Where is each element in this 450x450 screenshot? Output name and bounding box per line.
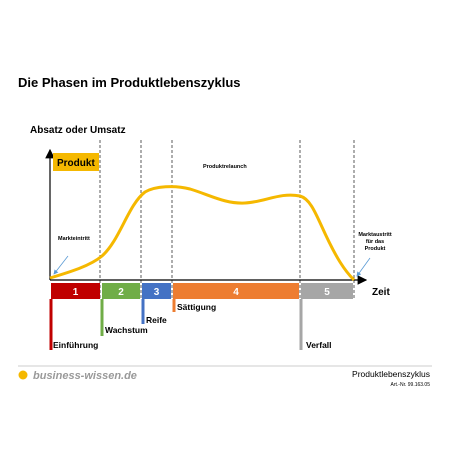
phase-box bbox=[301, 283, 353, 299]
curve-label-box bbox=[53, 153, 99, 171]
phase-stem bbox=[49, 299, 53, 350]
life-cycle-curve bbox=[49, 185, 356, 282]
y-axis-label: Absatz oder Umsatz bbox=[30, 125, 126, 136]
phase-name: Wachstum bbox=[105, 325, 148, 335]
annotation: Produkt bbox=[365, 246, 386, 252]
phase-number: 4 bbox=[233, 287, 239, 298]
phase-name: Verfall bbox=[306, 340, 332, 350]
phase-box bbox=[102, 283, 140, 299]
footer-article: Art.-Nr. 99.163.05 bbox=[391, 382, 431, 388]
phase-stem bbox=[172, 299, 176, 312]
annotation-arrow bbox=[53, 255, 69, 275]
annotation: für das bbox=[366, 239, 384, 245]
phase-stem bbox=[100, 299, 104, 336]
phase-name: Reife bbox=[146, 315, 167, 325]
phase-box bbox=[173, 283, 299, 299]
brand-dot bbox=[18, 370, 28, 380]
phase-stem bbox=[299, 299, 303, 350]
phase-number: 5 bbox=[324, 287, 330, 298]
phase-dividers bbox=[99, 140, 355, 300]
phase-number: 3 bbox=[154, 287, 160, 298]
annotation: Marktaustritt bbox=[358, 232, 391, 238]
phase-box bbox=[51, 283, 100, 299]
phase-box bbox=[142, 283, 171, 299]
curve-label: Produkt bbox=[57, 158, 95, 169]
phases: 1 Einführung 2 Wachstum 3 Reife 4 Sättigung 5 Ver… bbox=[49, 283, 353, 350]
annotation: Produktrelaunch bbox=[203, 164, 247, 170]
phase-name: Einführung bbox=[53, 340, 98, 350]
phase-name: Sättigung bbox=[177, 302, 216, 312]
annotation-arrow bbox=[356, 257, 371, 277]
brand: business-wissen.de bbox=[33, 370, 137, 382]
x-axis-label: Zeit bbox=[372, 287, 390, 298]
title: Die Phasen im Produktlebenszyklus bbox=[18, 75, 241, 90]
phase-number: 1 bbox=[73, 287, 79, 298]
phase-number: 2 bbox=[118, 287, 124, 298]
annotation: Markteintritt bbox=[58, 236, 90, 242]
footer-topic: Produktlebenszyklus bbox=[352, 369, 430, 379]
phase-stem bbox=[141, 299, 145, 324]
